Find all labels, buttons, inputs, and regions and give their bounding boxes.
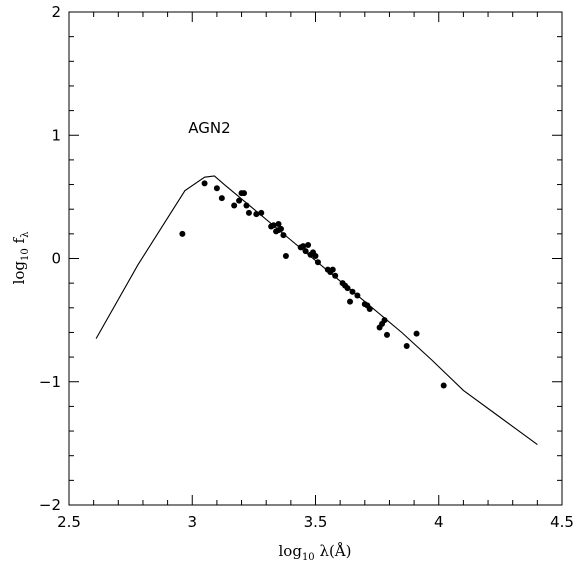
y-tick-label: 2 <box>51 3 61 21</box>
x-tick-label: 4 <box>434 513 444 531</box>
data-point <box>314 259 321 266</box>
data-point <box>305 241 312 248</box>
data-point <box>258 209 265 216</box>
data-point <box>329 266 336 273</box>
data-point <box>243 202 250 209</box>
data-point <box>354 292 361 299</box>
x-tick-label: 2.5 <box>57 513 81 531</box>
x-tick-label: 3.5 <box>304 513 328 531</box>
y-axis-ticks: −2 −1 0 1 2 <box>39 3 562 514</box>
y-tick-label: −2 <box>39 496 61 514</box>
data-point <box>413 330 420 337</box>
data-point <box>277 225 284 232</box>
data-point <box>312 253 319 260</box>
data-point <box>381 317 388 324</box>
data-point <box>241 190 248 197</box>
annotation-label: AGN2 <box>188 119 230 137</box>
data-point <box>383 331 390 338</box>
series-layer <box>95 175 538 446</box>
x-axis-label: log10 λ(Å) <box>279 542 352 563</box>
x-axis-ticks: 2.5 3 3.5 4 4.5 <box>57 12 574 531</box>
y-tick-label: 1 <box>51 126 61 144</box>
data-point <box>213 185 220 192</box>
x-tick-label: 3 <box>187 513 197 531</box>
data-point <box>280 232 287 239</box>
data-point <box>218 195 225 202</box>
data-point <box>245 209 252 216</box>
labels-layer: AGN2 <box>188 119 230 137</box>
data-point <box>282 253 289 260</box>
data-point <box>440 382 447 389</box>
data-point <box>349 288 356 295</box>
data-point <box>236 197 243 204</box>
data-point <box>366 306 373 313</box>
data-point <box>179 230 186 237</box>
data-point <box>347 298 354 305</box>
y-tick-label: 0 <box>51 250 61 268</box>
data-point <box>332 272 339 279</box>
data-point <box>344 285 351 292</box>
data-point <box>201 180 208 187</box>
data-point <box>270 222 277 229</box>
y-tick-label: −1 <box>39 373 61 391</box>
data-point <box>300 243 307 250</box>
data-point <box>403 343 410 350</box>
x-tick-label: 4.5 <box>550 513 574 531</box>
data-point <box>231 202 238 209</box>
data-point <box>275 220 282 227</box>
data-point <box>302 248 309 255</box>
y-axis-label: log10 fλ <box>10 231 31 285</box>
data-point <box>253 211 260 218</box>
model-sed-line <box>95 175 538 446</box>
